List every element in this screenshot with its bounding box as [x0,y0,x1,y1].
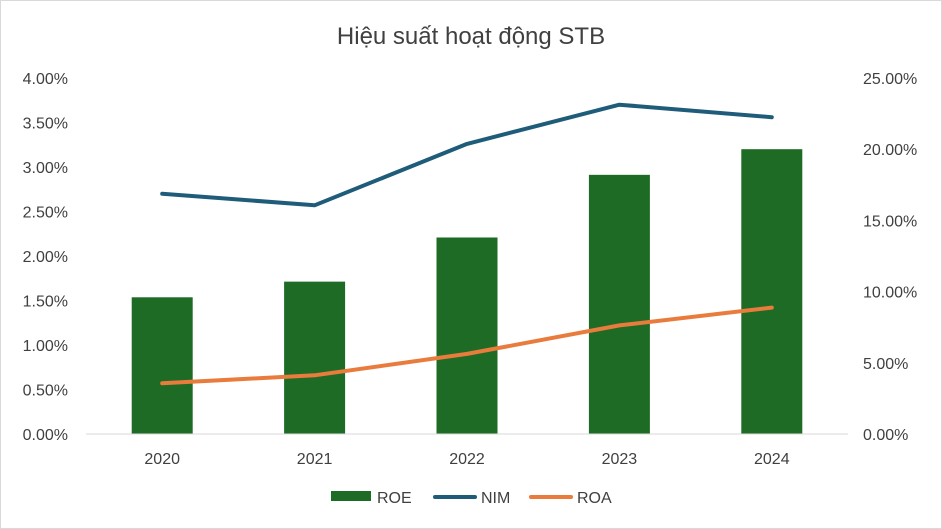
left-axis-tick-label: 1.00% [23,338,68,355]
roe-bar [741,149,803,434]
bar-layer [131,149,803,434]
x-axis-tick-label: 2024 [754,451,790,468]
left-axis-tick-label: 3.00% [23,160,68,177]
roe-legend-swatch [331,491,371,501]
roe-bar [436,237,498,434]
roe-bar [588,174,650,434]
legend: ROE NIM ROA [331,490,612,507]
left-axis-tick-label: 2.00% [23,249,68,266]
x-axis-tick-label: 2021 [297,451,333,468]
roe-legend-label: ROE [377,490,412,507]
roa-legend-label: ROA [577,490,612,507]
x-axis-tick-label: 2020 [144,451,180,468]
roe-bar [131,297,193,434]
right-axis-tick-label: 20.00% [863,142,917,159]
right-axis-tick-label: 25.00% [863,71,917,88]
right-axis-ticks: 0.00% 5.00% 10.00% 15.00% 20.00% 25.00% [863,71,917,444]
right-axis-tick-label: 5.00% [863,356,908,373]
right-axis-tick-label: 15.00% [863,213,917,230]
x-axis-tick-label: 2022 [449,451,485,468]
nim-legend-label: NIM [481,490,510,507]
chart-title: Hiệu suất hoạt động STB [337,23,605,50]
left-axis-tick-label: 2.50% [23,205,68,222]
x-axis-ticks: 2020 2021 2022 2023 2024 [144,451,789,468]
x-axis-tick-label: 2023 [602,451,638,468]
left-axis-tick-label: 3.50% [23,116,68,133]
right-axis-tick-label: 0.00% [863,427,908,444]
line-layer [160,102,774,386]
nim-line [160,102,774,208]
left-axis-tick-label: 1.50% [23,294,68,311]
right-axis-tick-label: 10.00% [863,285,917,302]
left-axis-ticks: 0.00% 0.50% 1.00% 1.50% 2.00% 2.50% 3.00% 3.50%… [23,71,68,444]
left-axis-tick-label: 0.00% [23,427,68,444]
left-axis-tick-label: 4.00% [23,71,68,88]
left-axis-tick-label: 0.50% [23,383,68,400]
roe-bar [284,281,346,434]
roa-line [160,305,774,386]
